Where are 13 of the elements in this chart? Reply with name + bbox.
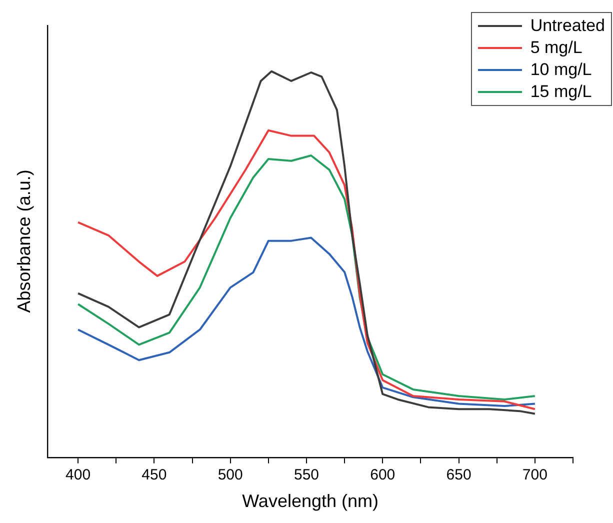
x-tick-label: 550	[294, 466, 320, 484]
x-tick-label: 450	[142, 466, 167, 484]
legend-label: 15 mg/L	[530, 82, 592, 102]
x-axis-title: Wavelength (nm)	[242, 491, 378, 512]
x-tick-label: 400	[66, 466, 91, 484]
legend-label: 10 mg/L	[530, 60, 592, 80]
x-tick-label: 600	[370, 466, 396, 484]
legend-label: 5 mg/L	[530, 38, 582, 58]
x-tick-label: 700	[522, 466, 548, 484]
x-tick-label: 500	[218, 466, 243, 484]
x-tick-label: 650	[446, 466, 472, 484]
legend-label: Untreated	[530, 16, 605, 36]
y-axis-title: Absorbance (a.u.)	[14, 170, 34, 313]
